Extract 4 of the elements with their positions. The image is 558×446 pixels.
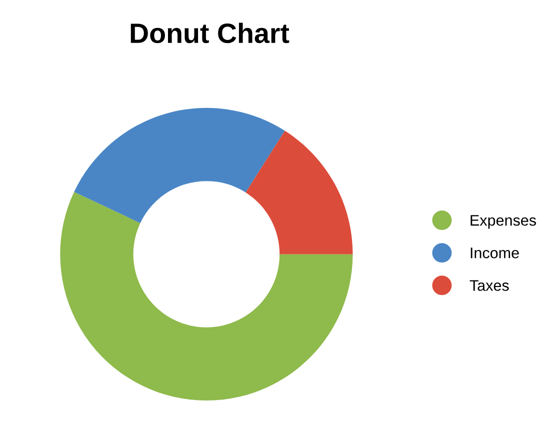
legend-label: Expenses: [470, 215, 536, 229]
legend-label: Income: [470, 248, 519, 258]
legend-label: Taxes: [470, 280, 509, 291]
chart-title: Donut Chart: [130, 22, 290, 44]
